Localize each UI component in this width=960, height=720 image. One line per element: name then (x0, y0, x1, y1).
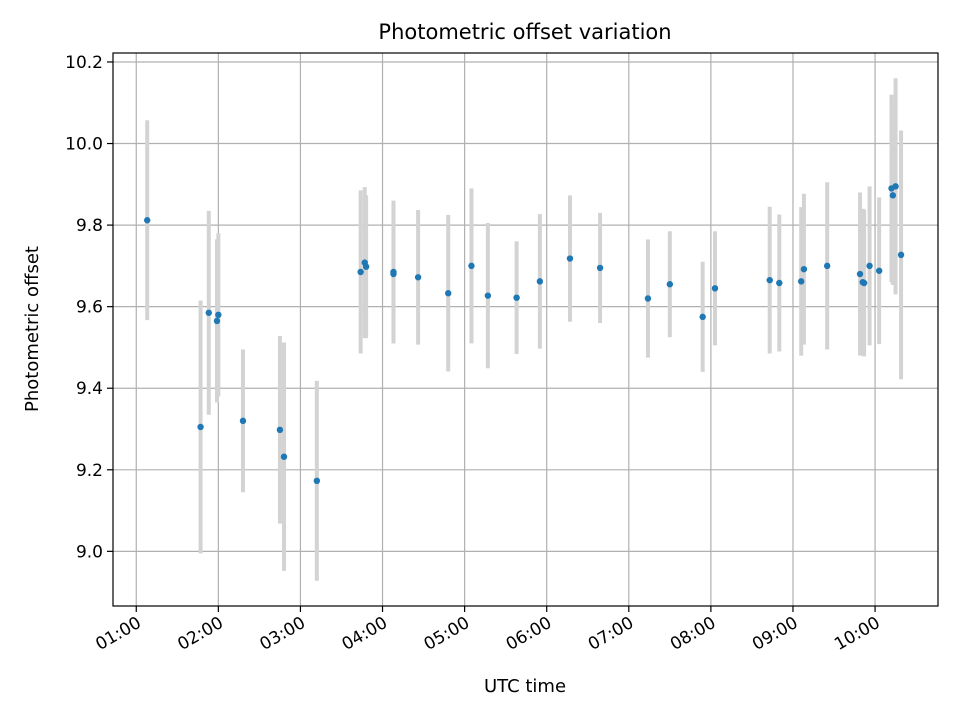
data-point (666, 281, 674, 288)
data-point (362, 263, 370, 270)
data-point (144, 217, 151, 224)
data-point (875, 267, 883, 274)
data-point (313, 477, 321, 485)
data-point (239, 417, 247, 425)
data-point (766, 276, 773, 284)
data-point (513, 294, 520, 301)
y-axis: 9.0 9.2 9.4 9.6 9.8 10.0 10.2 (65, 53, 113, 562)
data-point (390, 270, 397, 278)
y-tick-label: 9.4 (76, 379, 103, 399)
data-point (215, 311, 222, 319)
data-point (414, 274, 422, 281)
grid (113, 53, 938, 606)
data-point (711, 285, 719, 292)
data-point (856, 270, 864, 278)
data-point (897, 251, 905, 259)
x-axis-label: UTC time (484, 676, 566, 697)
chart-title: Photometric offset variation (378, 20, 671, 44)
data-point (797, 278, 805, 285)
data-point (280, 453, 288, 460)
y-tick-label: 9.8 (76, 216, 103, 236)
y-axis-label: Photometric offset (22, 246, 43, 412)
data-point (213, 317, 221, 325)
data-point (468, 262, 475, 270)
data-points (144, 183, 905, 485)
data-point (776, 279, 783, 287)
data-point (596, 264, 604, 272)
data-point (536, 278, 544, 285)
y-tick-label: 10.0 (65, 135, 103, 155)
y-tick-label: 9.6 (76, 298, 103, 318)
data-point (892, 183, 899, 190)
data-point (889, 192, 897, 199)
y-tick-label: 9.0 (76, 542, 103, 562)
plot-frame (112, 52, 939, 607)
data-point (644, 295, 652, 302)
data-point (823, 262, 831, 270)
y-tick-label: 10.2 (65, 53, 103, 73)
data-point (566, 255, 574, 262)
data-point (444, 290, 452, 297)
data-point (484, 292, 492, 299)
plot-area (113, 53, 938, 606)
data-point (699, 313, 706, 321)
data-point (205, 309, 212, 316)
y-tick-label: 9.2 (76, 461, 103, 481)
data-point (357, 268, 364, 276)
data-point (276, 426, 284, 434)
data-point (197, 423, 204, 431)
data-point (860, 279, 868, 287)
data-point (800, 265, 808, 273)
data-point (866, 262, 873, 270)
